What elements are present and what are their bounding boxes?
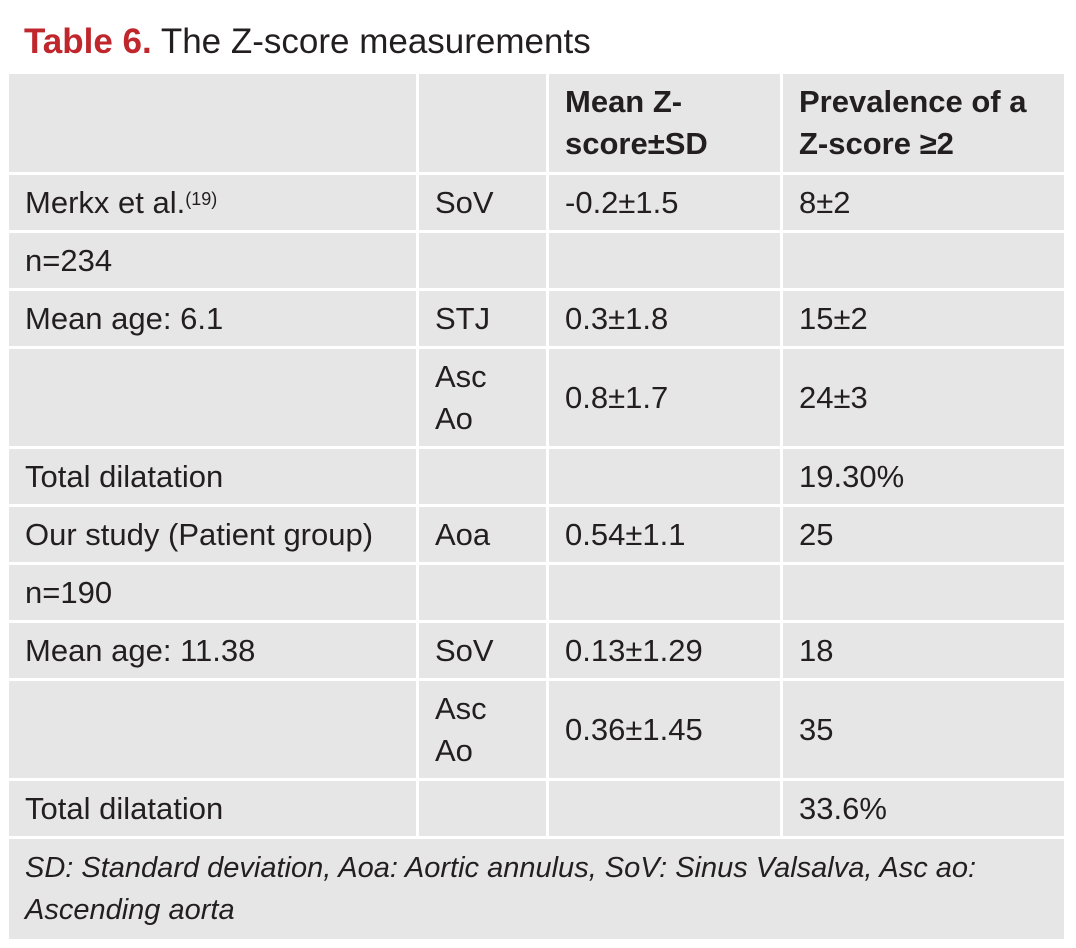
mean-cell xyxy=(546,446,783,507)
table-title: The Z-score measurements xyxy=(160,22,591,61)
study-cell: Total dilatation xyxy=(6,446,419,507)
study-cell: n=190 xyxy=(6,562,419,623)
header-prevalence: Prevalence of a Z-score ≥2 xyxy=(780,71,1067,175)
study-cell: Our study (Patient group) xyxy=(6,504,419,565)
study-cell xyxy=(6,346,419,449)
table-footnote: SD: Standard deviation, Aoa: Aortic annu… xyxy=(6,836,1067,942)
mean-cell: 0.36±1.45 xyxy=(546,678,783,781)
study-cell: Mean age: 6.1 xyxy=(6,288,419,349)
table-row: Mean age: 6.1 STJ 0.3±1.8 15±2 xyxy=(6,288,1067,349)
table-row: Total dilatation 33.6% xyxy=(6,778,1067,839)
site-cell xyxy=(416,778,549,839)
study-cell: n=234 xyxy=(6,230,419,291)
table-row: Our study (Patient group) Aoa 0.54±1.1 2… xyxy=(6,504,1067,565)
header-cell xyxy=(6,71,419,175)
reference-superscript: (19) xyxy=(185,188,218,209)
mean-cell: 0.8±1.7 xyxy=(546,346,783,449)
mean-cell: 0.54±1.1 xyxy=(546,504,783,565)
prevalence-cell xyxy=(780,562,1067,623)
site-cell: STJ xyxy=(416,288,549,349)
table-row: Total dilatation 19.30% xyxy=(6,446,1067,507)
zscore-table: Mean Z-score±SD Prevalence of a Z-score … xyxy=(6,71,1067,942)
mean-cell: 0.13±1.29 xyxy=(546,620,783,681)
table-row: Asc Ao 0.8±1.7 24±3 xyxy=(6,346,1067,449)
prevalence-cell: 15±2 xyxy=(780,288,1067,349)
table-container: Mean Z-score±SD Prevalence of a Z-score … xyxy=(6,71,1067,942)
prevalence-cell xyxy=(780,230,1067,291)
mean-cell: 0.3±1.8 xyxy=(546,288,783,349)
study-cell: Merkx et al.(19) xyxy=(6,172,419,233)
table-row: n=190 xyxy=(6,562,1067,623)
table-row: Asc Ao 0.36±1.45 35 xyxy=(6,678,1067,781)
prevalence-cell: 25 xyxy=(780,504,1067,565)
table-row: n=234 xyxy=(6,230,1067,291)
prevalence-cell: 35 xyxy=(780,678,1067,781)
header-mean-zscore: Mean Z-score±SD xyxy=(546,71,783,175)
prevalence-cell: 24±3 xyxy=(780,346,1067,449)
prevalence-cell: 33.6% xyxy=(780,778,1067,839)
site-cell: SoV xyxy=(416,620,549,681)
site-cell: Asc Ao xyxy=(416,678,549,781)
mean-cell: -0.2±1.5 xyxy=(546,172,783,233)
site-cell xyxy=(416,562,549,623)
study-cell: Mean age: 11.38 xyxy=(6,620,419,681)
table-row: Mean age: 11.38 SoV 0.13±1.29 18 xyxy=(6,620,1067,681)
site-cell xyxy=(416,446,549,507)
study-cell xyxy=(6,678,419,781)
header-cell xyxy=(416,71,549,175)
study-cell: Total dilatation xyxy=(6,778,419,839)
table-number: Table 6. xyxy=(24,22,152,61)
mean-cell xyxy=(546,778,783,839)
prevalence-cell: 19.30% xyxy=(780,446,1067,507)
study-text: Merkx et al. xyxy=(25,184,186,220)
mean-cell xyxy=(546,230,783,291)
site-cell xyxy=(416,230,549,291)
footnote-row: SD: Standard deviation, Aoa: Aortic annu… xyxy=(6,836,1067,942)
site-cell: Aoa xyxy=(416,504,549,565)
header-row: Mean Z-score±SD Prevalence of a Z-score … xyxy=(6,71,1067,175)
site-cell: SoV xyxy=(416,172,549,233)
prevalence-cell: 8±2 xyxy=(780,172,1067,233)
prevalence-cell: 18 xyxy=(780,620,1067,681)
table-row: Merkx et al.(19) SoV -0.2±1.5 8±2 xyxy=(6,172,1067,233)
table-caption: Table 6. The Z-score measurements xyxy=(24,20,591,64)
mean-cell xyxy=(546,562,783,623)
site-cell: Asc Ao xyxy=(416,346,549,449)
